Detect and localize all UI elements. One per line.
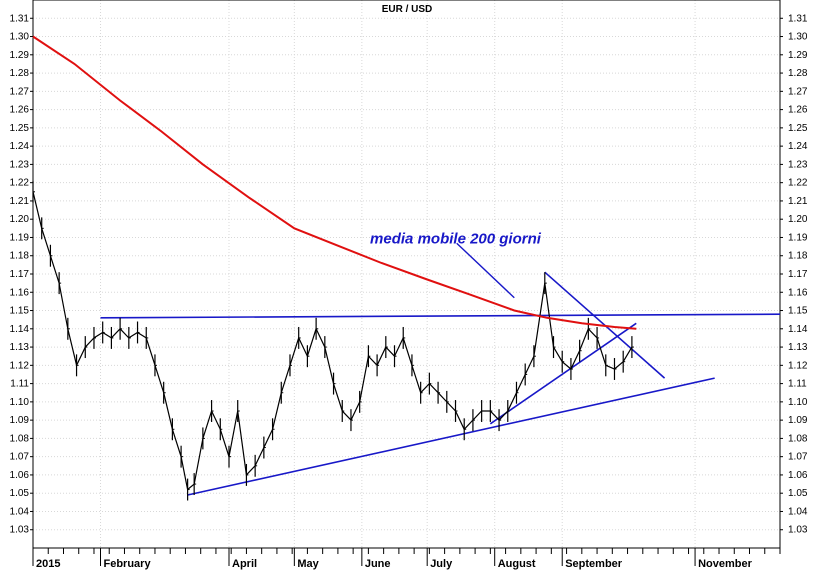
x-tick-label: August <box>498 558 536 570</box>
y-tick-label-right: 1.27 <box>788 86 808 97</box>
y-tick-label-right: 1.23 <box>788 159 808 170</box>
y-tick-label-right: 1.16 <box>788 287 808 298</box>
y-tick-label-right: 1.25 <box>788 123 808 134</box>
y-tick-label-right: 1.18 <box>788 251 808 262</box>
y-tick-label-right: 1.28 <box>788 68 808 79</box>
y-tick-label-left: 1.23 <box>10 159 30 170</box>
annotation-label: media mobile 200 giorni <box>370 231 542 248</box>
y-tick-label-right: 1.11 <box>788 379 807 390</box>
y-tick-label-left: 1.21 <box>10 196 30 207</box>
y-tick-label-left: 1.08 <box>10 433 30 444</box>
y-tick-label-left: 1.04 <box>10 506 30 517</box>
y-tick-label-right: 1.20 <box>788 214 808 225</box>
x-tick-label: November <box>698 558 753 570</box>
y-tick-label-right: 1.10 <box>788 397 808 408</box>
y-tick-label-left: 1.16 <box>10 287 30 298</box>
x-tick-label: September <box>565 558 623 570</box>
y-tick-label-right: 1.09 <box>788 415 808 426</box>
y-tick-label-right: 1.17 <box>788 269 808 280</box>
y-tick-label-right: 1.05 <box>788 488 808 499</box>
y-tick-label-right: 1.04 <box>788 506 808 517</box>
x-tick-label: June <box>365 558 391 570</box>
y-tick-label-right: 1.07 <box>788 452 808 463</box>
plot-frame <box>32 0 781 549</box>
y-tick-label-right: 1.22 <box>788 178 808 189</box>
series-layer <box>32 35 637 501</box>
y-tick-label-left: 1.20 <box>10 214 30 225</box>
y-tick-label-right: 1.21 <box>788 196 808 207</box>
y-tick-label-right: 1.15 <box>788 306 808 317</box>
y-tick-label-left: 1.13 <box>10 342 30 353</box>
y-tick-label-right: 1.12 <box>788 360 808 371</box>
x-tick-label: July <box>430 558 453 570</box>
y-tick-label-left: 1.28 <box>10 68 30 79</box>
y-tick-label-right: 1.13 <box>788 342 808 353</box>
y-tick-label-right: 1.30 <box>788 32 808 43</box>
price-line <box>32 191 633 491</box>
trendline <box>489 322 637 425</box>
y-tick-label-left: 1.06 <box>10 470 30 481</box>
y-tick-label-left: 1.31 <box>10 13 30 24</box>
y-axis-left: 1.03 1.04 1.05 1.06 1.07 1.08 1.09 1.10 1.11 1.12… <box>10 13 33 536</box>
y-tick-label-left: 1.11 <box>10 379 29 390</box>
y-tick-label-left: 1.26 <box>10 105 30 116</box>
moving-average-line <box>32 35 637 330</box>
y-tick-label-right: 1.24 <box>788 141 808 152</box>
chart-title: EUR / USD <box>382 4 433 15</box>
y-tick-label-right: 1.03 <box>788 525 808 536</box>
trendline <box>187 377 715 496</box>
y-tick-label-left: 1.27 <box>10 86 30 97</box>
grid-lines <box>32 0 780 548</box>
y-axis-right: 1.03 1.04 1.05 1.06 1.07 1.08 1.09 1.10 1.11 1.12… <box>780 13 808 536</box>
y-tick-label-right: 1.26 <box>788 105 808 116</box>
x-axis: 2015 February April May June July August Septem… <box>32 548 781 570</box>
trendline <box>100 313 781 319</box>
y-tick-label-right: 1.29 <box>788 50 808 61</box>
y-tick-label-left: 1.09 <box>10 415 30 426</box>
y-tick-label-right: 1.08 <box>788 433 808 444</box>
y-tick-label-right: 1.31 <box>788 13 808 24</box>
y-tick-label-left: 1.12 <box>10 360 30 371</box>
y-tick-label-left: 1.30 <box>10 32 30 43</box>
annotation-pointer <box>456 242 515 299</box>
y-tick-label-left: 1.29 <box>10 50 30 61</box>
y-tick-label-left: 1.24 <box>10 141 30 152</box>
y-tick-label-left: 1.15 <box>10 306 30 317</box>
x-tick-label: April <box>232 558 257 570</box>
y-tick-label-right: 1.06 <box>788 470 808 481</box>
y-tick-label-left: 1.18 <box>10 251 30 262</box>
y-tick-label-right: 1.19 <box>788 232 808 243</box>
x-tick-label: February <box>104 558 152 570</box>
y-tick-label-left: 1.19 <box>10 232 30 243</box>
x-tick-label: 2015 <box>36 558 60 570</box>
y-tick-label-left: 1.03 <box>10 525 30 536</box>
y-tick-label-left: 1.25 <box>10 123 30 134</box>
annotations: media mobile 200 giorni <box>370 231 542 299</box>
y-tick-label-left: 1.14 <box>10 324 30 335</box>
y-tick-label-left: 1.17 <box>10 269 30 280</box>
y-tick-label-left: 1.10 <box>10 397 30 408</box>
y-tick-label-right: 1.14 <box>788 324 808 335</box>
y-tick-label-left: 1.05 <box>10 488 30 499</box>
y-tick-label-left: 1.07 <box>10 452 30 463</box>
y-tick-label-left: 1.22 <box>10 178 30 189</box>
x-tick-label: May <box>297 558 319 570</box>
